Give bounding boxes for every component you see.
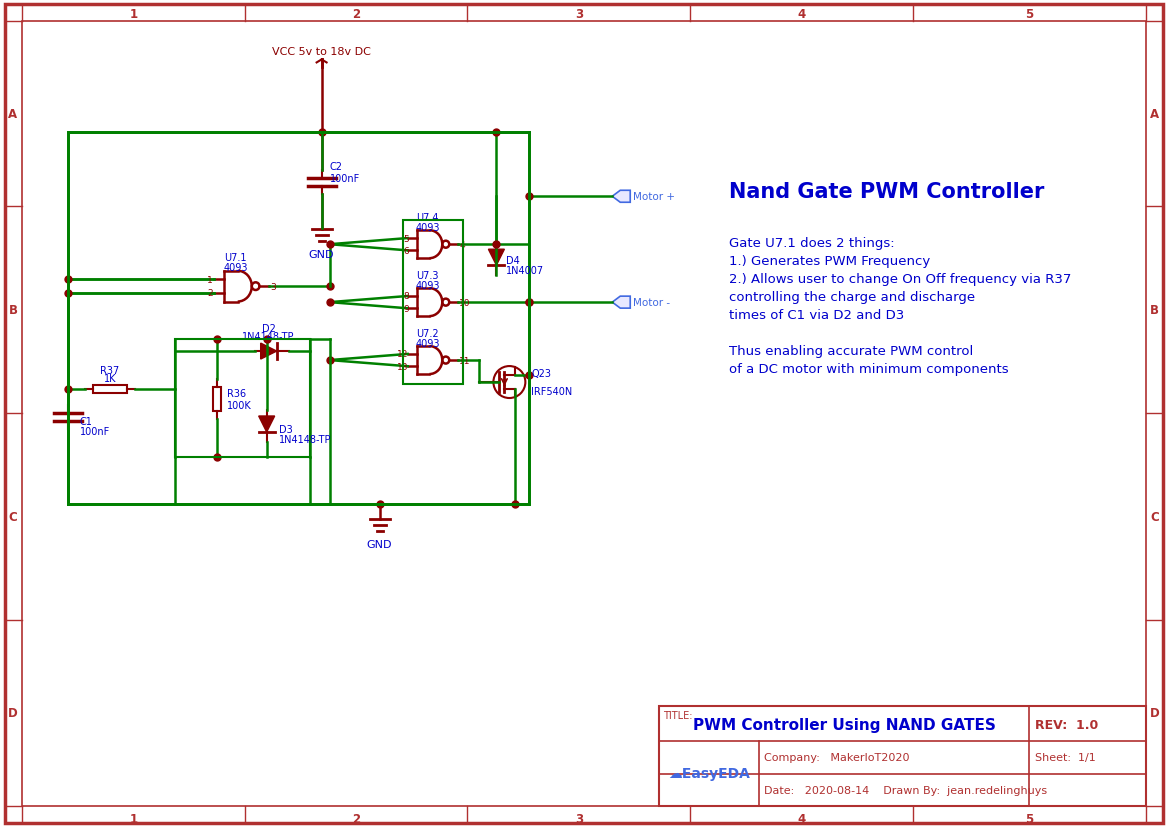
Bar [175, 339, 310, 457]
Text: times of C1 via D2 and D3: times of C1 via D2 and D3 [729, 309, 905, 322]
Text: C2
100nF: C2 100nF [330, 162, 360, 184]
Text: U7.3: U7.3 [416, 271, 438, 281]
Text: REV:  1.0: REV: 1.0 [1035, 718, 1098, 731]
Text: U7.1: U7.1 [224, 253, 247, 262]
Text: 5: 5 [1025, 8, 1033, 21]
Text: 4: 4 [797, 8, 805, 21]
Text: U7.4: U7.4 [416, 213, 438, 223]
Text: of a DC motor with minimum components: of a DC motor with minimum components [729, 363, 1009, 376]
Text: Motor +: Motor + [634, 192, 676, 202]
Text: 1N4007: 1N4007 [506, 266, 545, 276]
Text: 4093: 4093 [415, 339, 440, 349]
Text: GND: GND [309, 250, 334, 260]
Polygon shape [613, 296, 630, 309]
Text: 6: 6 [403, 247, 409, 256]
Bar [68, 133, 530, 504]
Text: D: D [8, 706, 18, 720]
Text: 3: 3 [575, 8, 583, 21]
Text: 3: 3 [575, 812, 583, 825]
Text: 2: 2 [207, 289, 213, 298]
Text: A: A [1150, 108, 1160, 121]
Text: 1.) Generates PWM Frequency: 1.) Generates PWM Frequency [729, 255, 931, 268]
Text: TITLE:: TITLE: [663, 710, 693, 720]
Text: 9: 9 [403, 305, 409, 314]
Text: 1N4148-TP: 1N4148-TP [242, 332, 295, 342]
Text: Sheet:  1/1: Sheet: 1/1 [1035, 752, 1095, 762]
Text: 5: 5 [403, 234, 409, 243]
Text: 1K: 1K [104, 373, 116, 383]
Text: C1: C1 [79, 416, 92, 426]
Text: ☁EasyEDA: ☁EasyEDA [669, 766, 750, 780]
Text: 4093: 4093 [415, 281, 440, 291]
Polygon shape [258, 416, 275, 432]
Text: 12: 12 [397, 350, 409, 359]
Text: IRF540N: IRF540N [532, 387, 573, 397]
Text: 8: 8 [403, 292, 409, 301]
Text: C: C [1150, 510, 1158, 523]
Text: 4093: 4093 [223, 262, 248, 273]
Text: 4: 4 [459, 240, 465, 249]
Text: VCC 5v to 18v DC: VCC 5v to 18v DC [272, 47, 371, 57]
Text: D4: D4 [506, 256, 520, 266]
Text: D: D [1150, 706, 1160, 720]
Polygon shape [489, 250, 504, 266]
Text: D2: D2 [262, 324, 276, 334]
Polygon shape [613, 191, 630, 203]
Text: 100nF: 100nF [79, 426, 110, 436]
Text: 3: 3 [270, 282, 276, 291]
Text: Motor -: Motor - [634, 298, 670, 308]
Polygon shape [261, 344, 277, 359]
Text: 4: 4 [797, 812, 805, 825]
Text: PWM Controller Using NAND GATES: PWM Controller Using NAND GATES [692, 717, 996, 732]
Text: 4093: 4093 [415, 223, 440, 233]
Text: 11: 11 [459, 356, 471, 365]
Text: 5: 5 [1025, 812, 1033, 825]
Text: Q23: Q23 [532, 368, 552, 378]
Text: A: A [8, 108, 18, 121]
Text: 1: 1 [130, 8, 138, 21]
Text: Company:   MakerIoT2020: Company: MakerIoT2020 [765, 752, 909, 762]
Bar [659, 705, 1146, 806]
Text: D3: D3 [278, 425, 292, 435]
Text: 10: 10 [459, 298, 471, 307]
Text: controlling the charge and discharge: controlling the charge and discharge [729, 291, 975, 304]
Text: R37: R37 [101, 366, 119, 376]
Text: 2.) Allows user to change On Off frequency via R37: 2.) Allows user to change On Off frequen… [729, 273, 1072, 286]
Text: B: B [1150, 304, 1160, 317]
Text: 2: 2 [352, 8, 360, 21]
Text: U7.2: U7.2 [416, 329, 438, 339]
Text: C: C [8, 510, 18, 523]
Text: 1N4148-TP: 1N4148-TP [278, 435, 331, 445]
Text: 13: 13 [397, 363, 409, 371]
Text: Nand Gate PWM Controller: Nand Gate PWM Controller [729, 182, 1044, 202]
Text: 1: 1 [130, 812, 138, 825]
Text: Thus enabling accurate PWM control: Thus enabling accurate PWM control [729, 344, 974, 358]
Bar [402, 221, 463, 384]
Text: Date:   2020-08-14    Drawn By:  jean.redelinghuys: Date: 2020-08-14 Drawn By: jean.redeling… [765, 785, 1047, 795]
Text: GND: GND [367, 539, 393, 549]
Text: Gate U7.1 does 2 things:: Gate U7.1 does 2 things: [729, 237, 894, 250]
Text: B: B [8, 304, 18, 317]
Text: 2: 2 [352, 812, 360, 825]
Bar [92, 386, 127, 393]
Text: R36
100K: R36 100K [227, 389, 251, 411]
Text: 1: 1 [207, 276, 213, 285]
Bar [213, 388, 221, 412]
